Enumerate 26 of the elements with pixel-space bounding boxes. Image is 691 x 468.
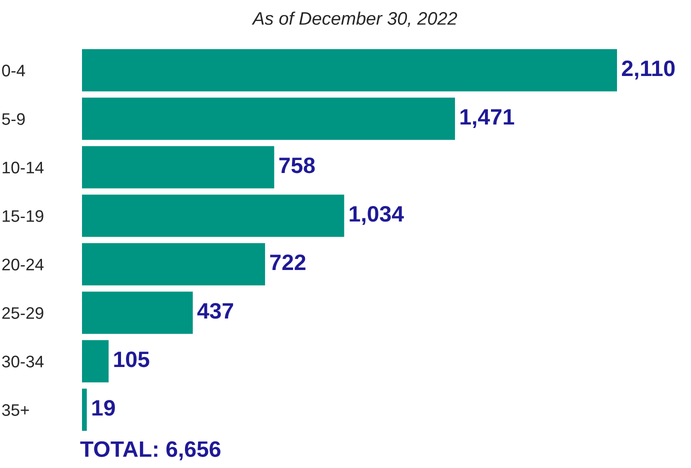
bar bbox=[82, 292, 193, 334]
data-label: 2,110 bbox=[622, 60, 675, 80]
data-label: 758 bbox=[279, 157, 315, 174]
y-tick-label: 35+ bbox=[2, 404, 29, 416]
data-label: 722 bbox=[270, 254, 306, 270]
y-tick-label: 25-29 bbox=[2, 307, 44, 319]
y-tick-label: 10-14 bbox=[2, 162, 44, 174]
bar bbox=[82, 146, 274, 188]
bar bbox=[82, 49, 617, 92]
y-tick-label: 0-4 bbox=[2, 64, 26, 76]
y-tick-label: 30-34 bbox=[2, 356, 44, 368]
bar bbox=[82, 98, 455, 140]
text: TOTAL: 6,656 bbox=[80, 441, 220, 460]
data-label: 437 bbox=[197, 302, 234, 319]
bar bbox=[82, 388, 87, 431]
data-label: 1,034 bbox=[350, 206, 404, 225]
bar bbox=[82, 340, 109, 382]
data-label: 1,471 bbox=[460, 109, 514, 128]
y-tick-label: 5-9 bbox=[2, 113, 25, 125]
y-tick-label: 20-24 bbox=[2, 258, 44, 270]
data-label: 105 bbox=[114, 351, 150, 368]
chart-title: As of December 30, 2022 bbox=[252, 12, 458, 27]
bar bbox=[82, 194, 344, 237]
data-label: 19 bbox=[92, 400, 115, 416]
bar bbox=[82, 243, 266, 286]
y-tick-label: 15-19 bbox=[2, 210, 44, 222]
